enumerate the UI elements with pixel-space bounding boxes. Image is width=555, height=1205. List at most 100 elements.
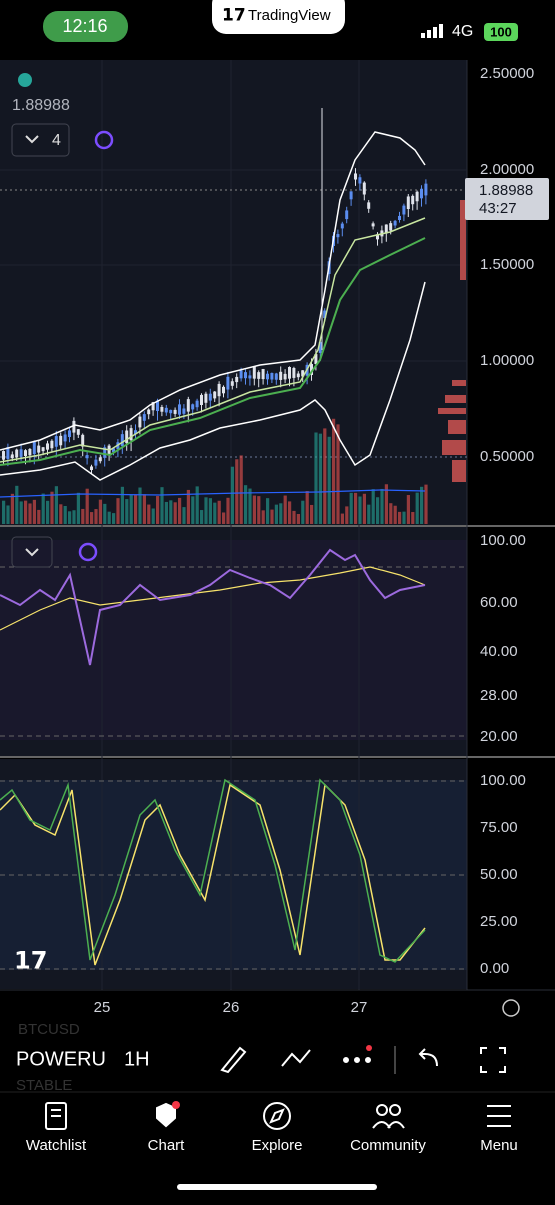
settings-icon[interactable] bbox=[502, 999, 520, 1017]
nav-item[interactable]: Watchlist bbox=[26, 1137, 87, 1154]
volume-bar bbox=[151, 508, 155, 524]
volume-bar bbox=[411, 512, 415, 524]
candle-body bbox=[389, 223, 393, 231]
candle-body bbox=[37, 445, 41, 453]
candle-body bbox=[239, 370, 243, 379]
volume-bar bbox=[398, 511, 402, 524]
volume-bar bbox=[24, 500, 28, 524]
volume-bar bbox=[292, 510, 296, 524]
bb-lower bbox=[0, 281, 426, 481]
nav-item[interactable]: Menu bbox=[480, 1137, 518, 1154]
volume-bar bbox=[305, 491, 309, 524]
time-tick: 25 bbox=[94, 999, 111, 1016]
rsi-tick: 60.00 bbox=[480, 594, 518, 611]
volume-bar bbox=[98, 499, 102, 524]
volume-bar bbox=[46, 500, 50, 524]
interval[interactable]: 1H bbox=[124, 1048, 150, 1070]
volume-bar bbox=[213, 502, 217, 524]
level-lines bbox=[0, 566, 467, 970]
draw-icon[interactable] bbox=[220, 1046, 247, 1074]
volume-bar bbox=[19, 501, 23, 524]
candle-body bbox=[358, 177, 362, 184]
candle-body bbox=[371, 223, 375, 227]
volume-bar bbox=[288, 501, 292, 524]
volume-bar bbox=[248, 488, 252, 524]
volume-bar bbox=[41, 493, 45, 524]
ghost-symbol: BTCUSD bbox=[18, 1021, 80, 1038]
volume-bar bbox=[349, 492, 353, 524]
volume-bar bbox=[415, 492, 419, 524]
fullscreen-icon[interactable] bbox=[480, 1047, 506, 1073]
tv-logo: 𝟭𝟳 bbox=[14, 947, 47, 974]
volume-bar bbox=[164, 501, 168, 524]
network: 4G bbox=[452, 23, 473, 40]
trend-icon[interactable] bbox=[281, 1049, 311, 1067]
candle-body bbox=[402, 205, 406, 215]
candle-body bbox=[160, 406, 164, 412]
volume-bar bbox=[138, 487, 142, 524]
rsi-toggle[interactable] bbox=[11, 536, 53, 568]
volume-bar bbox=[270, 509, 274, 524]
volume-bar bbox=[244, 485, 248, 524]
candle-body bbox=[248, 375, 252, 379]
candle-body bbox=[59, 435, 63, 446]
candle-body bbox=[318, 342, 322, 353]
candle-body bbox=[46, 443, 49, 450]
candle-body bbox=[85, 455, 89, 459]
nav-item[interactable]: Chart bbox=[148, 1137, 186, 1154]
candle-body bbox=[274, 373, 278, 380]
price-badge bbox=[465, 178, 549, 220]
candle-body bbox=[222, 386, 225, 394]
candle-body bbox=[376, 234, 379, 240]
volume-bar bbox=[235, 459, 239, 524]
candle-body bbox=[6, 447, 10, 459]
nav-item[interactable]: Community bbox=[350, 1137, 426, 1154]
candle-body bbox=[204, 393, 208, 403]
candle-body bbox=[411, 195, 415, 205]
candle-body bbox=[398, 215, 401, 220]
indicator-count: 4 bbox=[52, 132, 61, 149]
volume-bar bbox=[173, 502, 177, 524]
volume-bar bbox=[296, 513, 300, 524]
candle-body bbox=[393, 220, 397, 226]
volume-bar bbox=[257, 496, 261, 524]
volume-bar bbox=[182, 507, 186, 524]
chevron bbox=[25, 548, 39, 557]
volume-bar bbox=[279, 503, 283, 524]
undo-icon[interactable] bbox=[418, 1048, 438, 1067]
battery bbox=[484, 23, 518, 41]
candle-body bbox=[147, 409, 151, 415]
volume-bar bbox=[274, 504, 278, 524]
badge-countdown: 43:27 bbox=[479, 200, 517, 217]
volume-bar bbox=[222, 512, 226, 524]
candle-body bbox=[103, 447, 107, 458]
volume-bar bbox=[420, 486, 424, 524]
candle-body bbox=[266, 373, 269, 380]
nav-icons bbox=[45, 1102, 511, 1130]
sync-icon bbox=[78, 542, 98, 562]
volume-bar bbox=[318, 433, 322, 524]
volume-bar bbox=[310, 504, 314, 524]
nav-item[interactable]: Explore bbox=[252, 1137, 303, 1154]
candle-body bbox=[54, 436, 58, 447]
candle-body bbox=[138, 416, 142, 428]
indicator-toggle[interactable] bbox=[11, 123, 70, 157]
badge-price: 1.88988 bbox=[479, 182, 533, 199]
price-tick: 2.00000 bbox=[480, 161, 534, 178]
candle-body bbox=[24, 450, 27, 456]
volume-ma bbox=[0, 489, 426, 498]
volume-bar bbox=[261, 510, 265, 524]
bottom-nav: Watchlist Chart Explore Community Menu bbox=[26, 1137, 518, 1154]
price-pane bbox=[0, 60, 467, 525]
bb-upper bbox=[0, 131, 426, 451]
candle-body bbox=[164, 407, 168, 413]
symbol[interactable]: POWERU bbox=[16, 1048, 106, 1070]
candle-body bbox=[362, 182, 366, 195]
volume-bar bbox=[63, 505, 67, 524]
candle-body bbox=[310, 364, 313, 375]
volume-bar bbox=[195, 486, 199, 524]
rsi-tick: 20.00 bbox=[480, 728, 518, 745]
candle-body bbox=[32, 441, 36, 455]
candle-body bbox=[10, 454, 14, 459]
